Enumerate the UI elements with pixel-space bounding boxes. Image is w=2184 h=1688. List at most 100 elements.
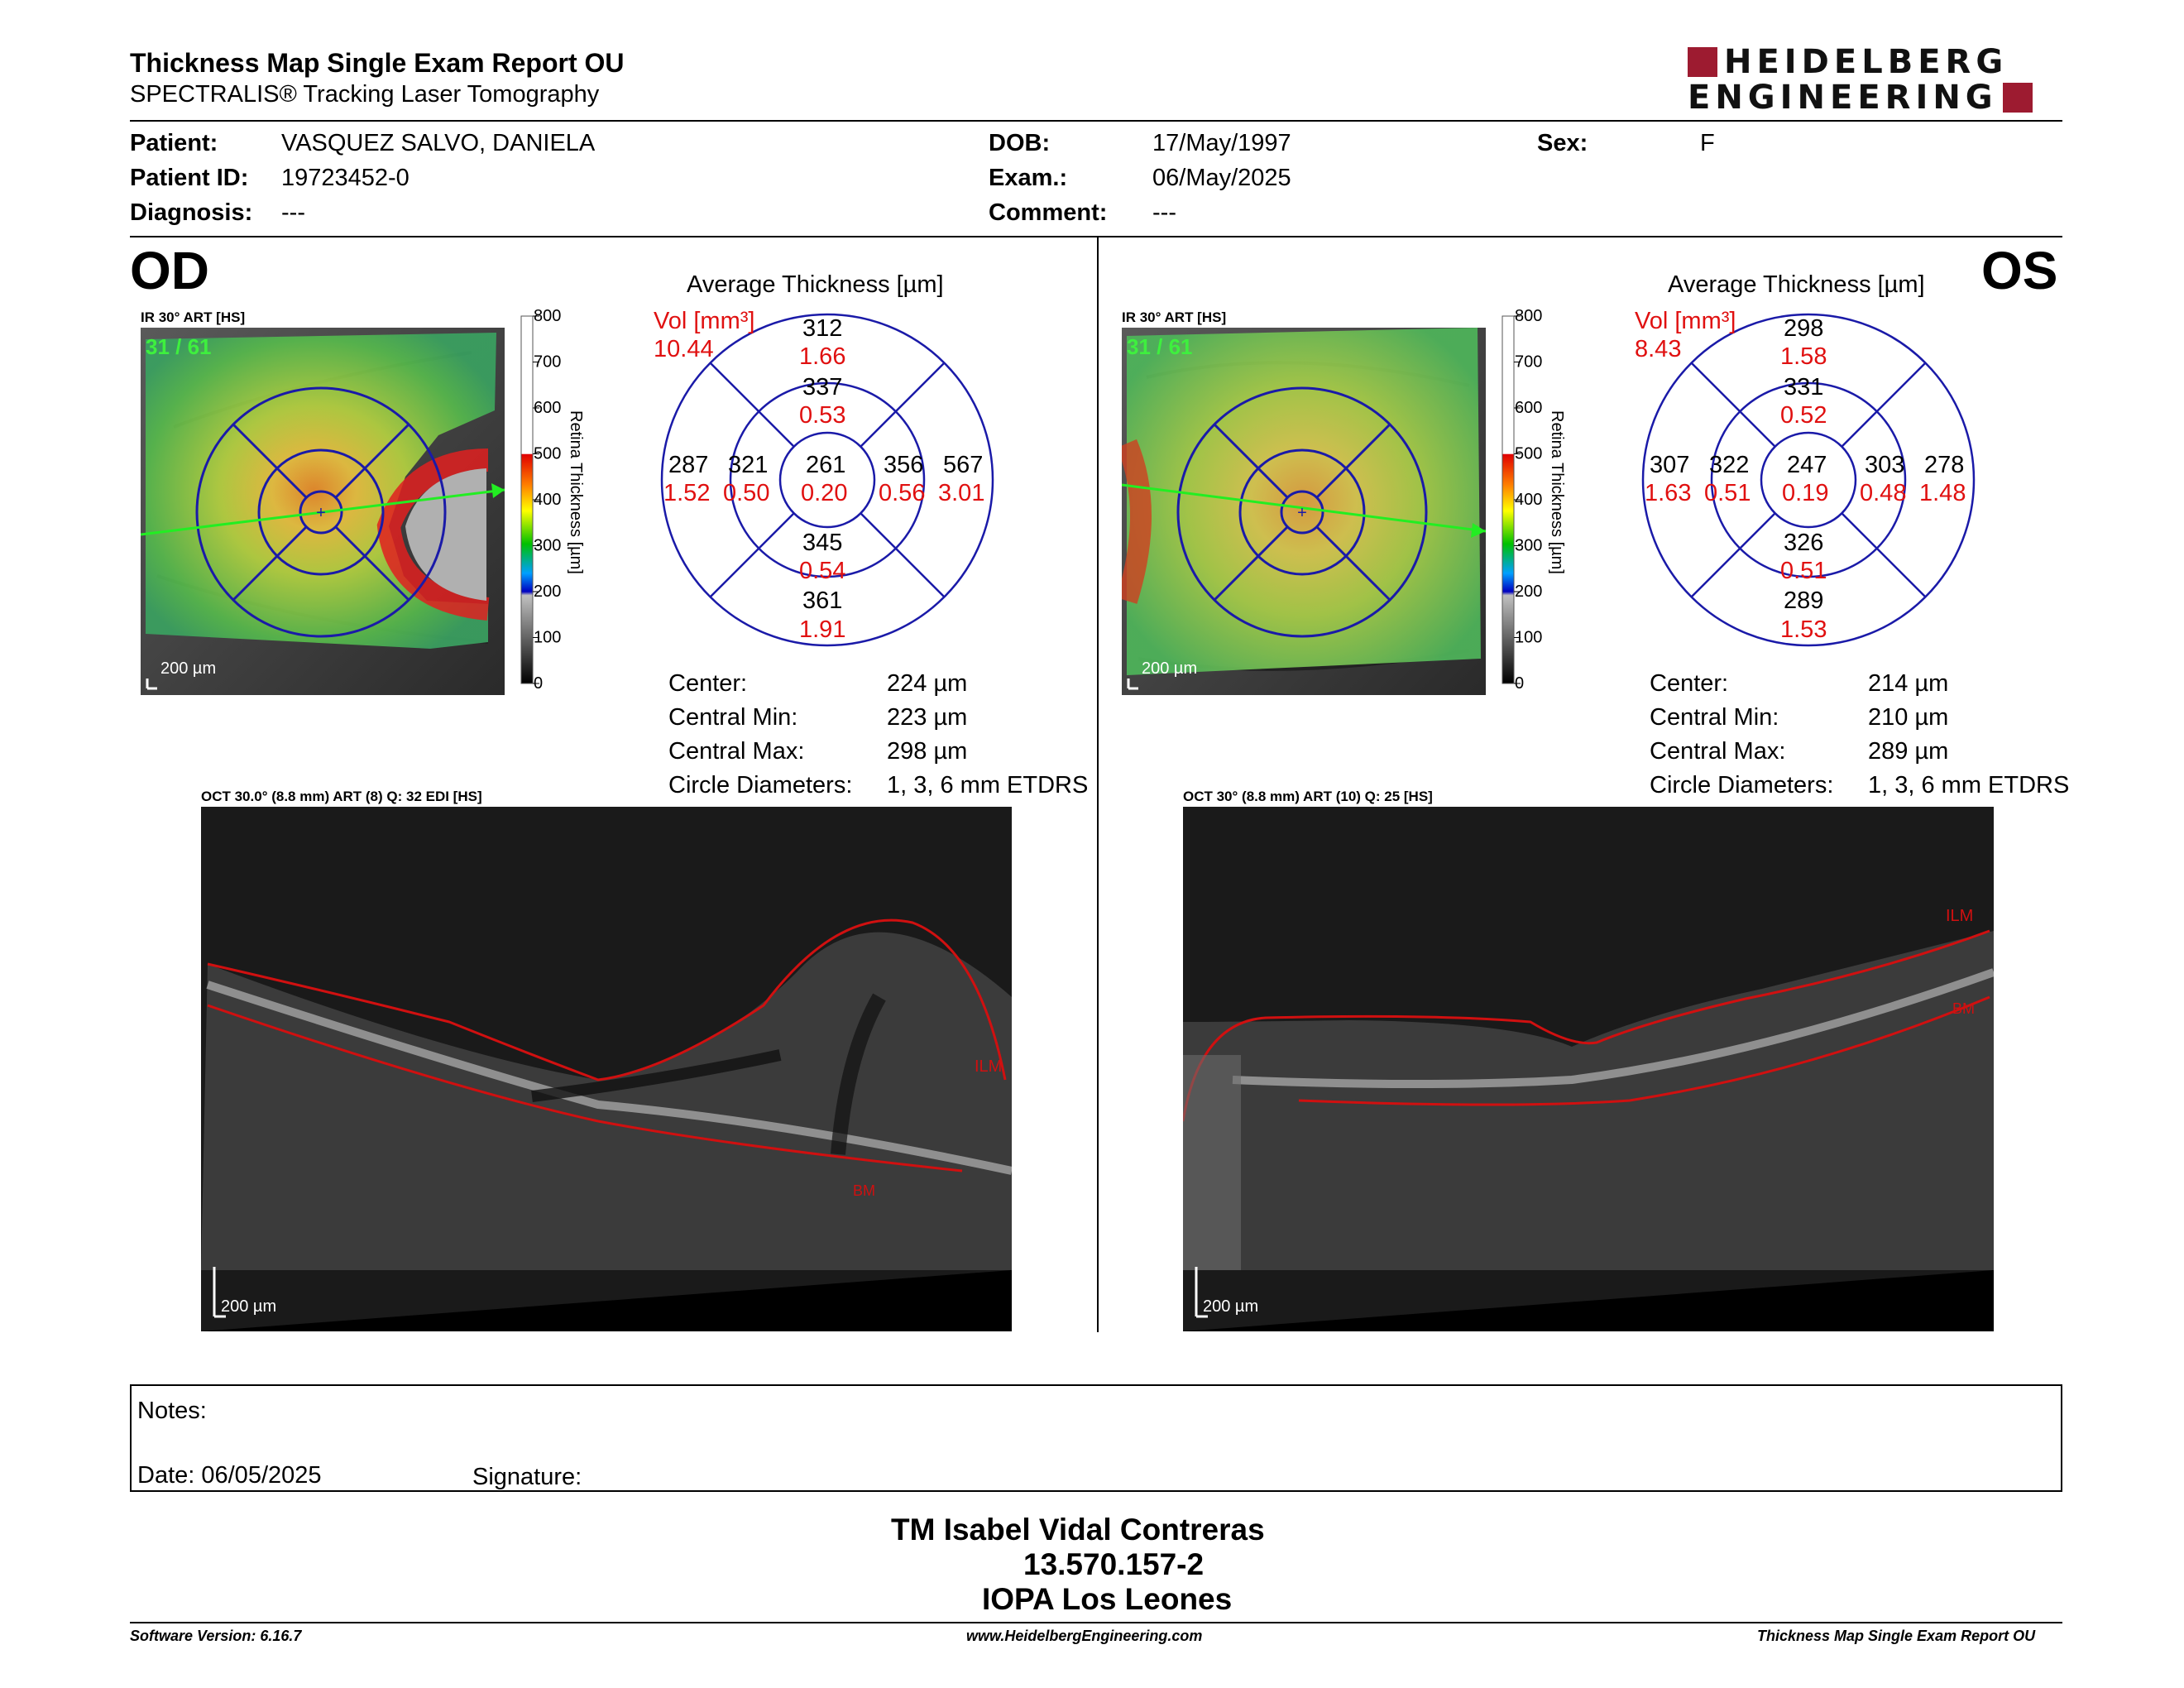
os-scan-arrow-icon xyxy=(1471,523,1486,538)
os-colorbar-gradient xyxy=(1502,315,1515,684)
os-outer-inf-vol: 1.53 xyxy=(1780,616,1827,643)
od-map-center-ring xyxy=(299,490,343,535)
od-inner-left-thickness: 321 xyxy=(728,452,769,478)
od-etdrs-center-ring xyxy=(778,431,876,529)
os-inner-right-vol: 0.48 xyxy=(1860,480,1907,506)
od-diam-label: Circle Diameters: xyxy=(668,772,853,798)
od-colorbar-tick: 300 xyxy=(534,537,561,555)
od-thickness-map: + 31 / 61 200 µm xyxy=(141,328,505,695)
diagnosis-value: --- xyxy=(281,199,305,226)
technician-place: IOPA Los Leones xyxy=(982,1582,1233,1616)
od-max-value: 298 µm xyxy=(887,738,968,765)
od-center-label: Center: xyxy=(668,670,748,697)
os-inner-left-thickness: 322 xyxy=(1709,452,1750,478)
os-colorbar-label: Retina Thickness [µm] xyxy=(1548,410,1566,574)
od-outer-left-vol: 1.52 xyxy=(663,480,711,506)
os-oct-bottom xyxy=(1183,1270,1994,1331)
od-bm-label: BM xyxy=(853,1182,875,1199)
notes-box[interactable]: Notes: Date: 06/05/2025 Signature: xyxy=(130,1384,2062,1492)
os-vol-total: 8.43 xyxy=(1635,336,1682,362)
od-oct-bottom xyxy=(201,1270,1012,1331)
os-map-spoke xyxy=(1213,525,1289,602)
od-map-inner-ring xyxy=(257,448,385,576)
os-etdrs-spoke xyxy=(1841,512,1927,598)
os-diam-value: 1, 3, 6 mm ETDRS xyxy=(1868,772,2070,798)
od-outer-left-thickness: 287 xyxy=(668,452,709,478)
date-label: Date: 06/05/2025 xyxy=(137,1462,322,1489)
os-scan-line xyxy=(1122,483,1486,533)
os-oct-rpe xyxy=(1232,968,1994,1088)
divider xyxy=(130,120,2062,122)
od-inner-left-vol: 0.50 xyxy=(723,480,770,506)
os-max-value: 289 µm xyxy=(1868,738,1949,765)
od-optic-disc xyxy=(405,468,486,601)
od-colorbar-tick: 600 xyxy=(534,399,561,417)
os-inner-sup-thickness: 331 xyxy=(1784,374,1824,400)
dob-value: 17/May/1997 xyxy=(1152,130,1291,156)
od-map-spoke xyxy=(232,525,308,602)
patient-label: Patient: xyxy=(130,130,218,156)
os-colorbar-tick: 700 xyxy=(1515,353,1542,372)
comment-label: Comment: xyxy=(989,199,1108,226)
os-colorbar-tick: 200 xyxy=(1515,583,1542,601)
od-oct-scale: 200 µm xyxy=(221,1297,276,1316)
od-vol-label: Vol [mm³] xyxy=(654,308,755,334)
os-etdrs-center-ring xyxy=(1760,431,1857,529)
od-inner-inf-thickness: 345 xyxy=(802,530,843,556)
os-disc-edge xyxy=(1122,439,1152,604)
software-version: Software Version: 6.16.7 xyxy=(130,1628,302,1644)
od-bm-line xyxy=(207,1004,963,1172)
report-name-footer: Thickness Map Single Exam Report OU xyxy=(1757,1628,2036,1644)
os-center-vol: 0.19 xyxy=(1782,480,1829,506)
os-oct-disc xyxy=(1183,1055,1241,1270)
od-map-scale: 200 µm xyxy=(160,659,216,678)
os-outer-sup-vol: 1.58 xyxy=(1780,343,1827,370)
os-colorbar-tick: 300 xyxy=(1515,537,1542,555)
od-colorbar-tick: 100 xyxy=(534,629,561,647)
sex-value: F xyxy=(1700,130,1715,156)
os-ir-label: IR 30° ART [HS] xyxy=(1122,309,1227,325)
od-center-thickness: 261 xyxy=(806,452,846,478)
os-map-outer-ring xyxy=(1176,386,1428,638)
os-colorbar: 800 700 600 500 400 300 200 100 0 Retina… xyxy=(1502,307,1566,693)
od-oct-fluid xyxy=(531,1049,782,1102)
od-oct-bscan: ILM BM 200 µm xyxy=(201,807,1012,1331)
od-outer-sup-vol: 1.66 xyxy=(799,343,846,370)
dob-label: DOB: xyxy=(989,130,1051,156)
od-map-spoke xyxy=(334,423,410,499)
os-colorbar-tick: 500 xyxy=(1515,445,1542,463)
od-frame-count: 31 / 61 xyxy=(146,334,212,359)
os-etdrs-spoke xyxy=(1841,362,1927,448)
od-outer-right-vol: 3.01 xyxy=(938,480,985,506)
od-diam-value: 1, 3, 6 mm ETDRS xyxy=(887,772,1089,798)
sex-label: Sex: xyxy=(1537,130,1588,156)
os-outer-right-vol: 1.48 xyxy=(1919,480,1966,506)
os-frame-count: 31 / 61 xyxy=(1127,334,1193,359)
od-oct-rpe xyxy=(206,981,1012,1175)
os-map-spoke xyxy=(1213,423,1289,499)
os-oct-label: OCT 30° (8.8 mm) ART (10) Q: 25 [HS] xyxy=(1183,789,1433,804)
logo-square-icon xyxy=(1688,47,1717,77)
os-colorbar-tick: 600 xyxy=(1515,399,1542,417)
od-oct-label: OCT 30.0° (8.8 mm) ART (8) Q: 32 EDI [HS… xyxy=(201,789,482,804)
od-etdrs-inner-ring xyxy=(729,381,926,578)
od-oct-fluid xyxy=(831,993,886,1155)
os-outer-left-thickness: 307 xyxy=(1650,452,1690,478)
os-thickness-map: + 31 / 61 200 µm xyxy=(1122,328,1486,695)
od-etdrs-spoke xyxy=(860,362,946,448)
os-diam-label: Circle Diameters: xyxy=(1650,772,1834,798)
os-max-label: Central Max: xyxy=(1650,738,1786,765)
os-outer-sup-thickness: 298 xyxy=(1784,315,1824,342)
os-ilm-label: ILM xyxy=(1946,907,1973,925)
os-bm-label: BM xyxy=(1952,1000,1975,1017)
od-min-value: 223 µm xyxy=(887,704,968,731)
od-ilm-label: ILM xyxy=(975,1057,1002,1076)
os-etdrs-inner-ring xyxy=(1710,381,1907,578)
od-center-value: 224 µm xyxy=(887,670,968,697)
od-inner-sup-vol: 0.53 xyxy=(799,402,846,429)
os-map-spoke xyxy=(1315,525,1391,602)
os-etdrs-grid xyxy=(1641,313,1976,647)
website-link[interactable]: www.HeidelbergEngineering.com xyxy=(966,1628,1203,1644)
os-inner-inf-thickness: 326 xyxy=(1784,530,1824,556)
os-inner-right-thickness: 303 xyxy=(1865,452,1905,478)
